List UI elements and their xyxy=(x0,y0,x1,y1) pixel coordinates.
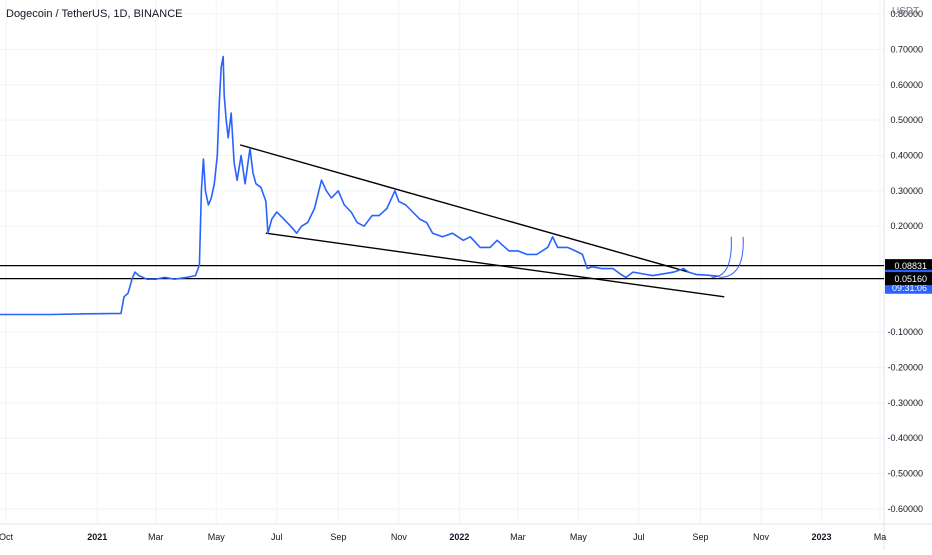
trendline xyxy=(239,144,689,273)
x-tick-label: May xyxy=(570,532,588,542)
price-tag-bg xyxy=(885,272,932,286)
x-tick-label: 2022 xyxy=(449,532,469,542)
x-tick-label: Jul xyxy=(633,532,645,542)
y-tick-label: 0.80000 xyxy=(890,9,923,19)
y-tick-label: 0.60000 xyxy=(890,80,923,90)
price-tag-bg xyxy=(885,259,932,273)
y-tick-label: 0.50000 xyxy=(890,115,923,125)
currency-label: USDT xyxy=(892,6,920,17)
trendline xyxy=(265,232,725,298)
x-tick-label: Sep xyxy=(692,532,708,542)
y-tick-label: -0.20000 xyxy=(887,363,923,373)
chart-title: Dogecoin / TetherUS, 1D, BINANCE xyxy=(6,8,183,20)
x-tick-label: 2021 xyxy=(87,532,107,542)
price-line xyxy=(0,55,720,316)
x-tick-label: Nov xyxy=(753,532,770,542)
projection-arc xyxy=(719,236,744,278)
y-tick-label: -0.50000 xyxy=(887,469,923,479)
x-tick-label: Nov xyxy=(391,532,408,542)
price-tag-label: 0.08831 xyxy=(894,261,927,271)
y-tick-label: -0.40000 xyxy=(887,433,923,443)
x-tick-label: Jul xyxy=(271,532,283,542)
x-tick-label: Sep xyxy=(330,532,346,542)
y-tick-label: -0.10000 xyxy=(887,327,923,337)
y-tick-label: 0.40000 xyxy=(890,150,923,160)
y-tick-label: 0.70000 xyxy=(890,44,923,54)
price-tag-label: 0.05160 xyxy=(894,274,927,284)
x-tick-label: Mar xyxy=(148,532,164,542)
x-tick-label: 2023 xyxy=(811,532,831,542)
projection-arc xyxy=(711,236,732,278)
x-tick-label: Ma xyxy=(874,532,887,542)
x-tick-label: May xyxy=(208,532,226,542)
y-tick-label: -0.60000 xyxy=(887,504,923,514)
x-tick-label: Oct xyxy=(0,532,13,542)
price-tag-countdown: 09:31:06 xyxy=(892,283,927,293)
y-tick-label: -0.30000 xyxy=(887,398,923,408)
y-tick-label: 0.20000 xyxy=(890,221,923,231)
y-tick-label: 0.30000 xyxy=(890,186,923,196)
x-tick-label: Mar xyxy=(510,532,526,542)
